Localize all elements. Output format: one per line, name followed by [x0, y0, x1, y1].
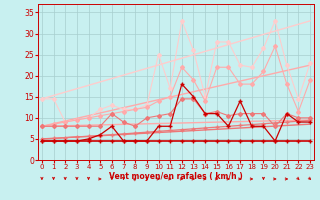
X-axis label: Vent moyen/en rafales ( km/h ): Vent moyen/en rafales ( km/h )	[109, 172, 243, 181]
